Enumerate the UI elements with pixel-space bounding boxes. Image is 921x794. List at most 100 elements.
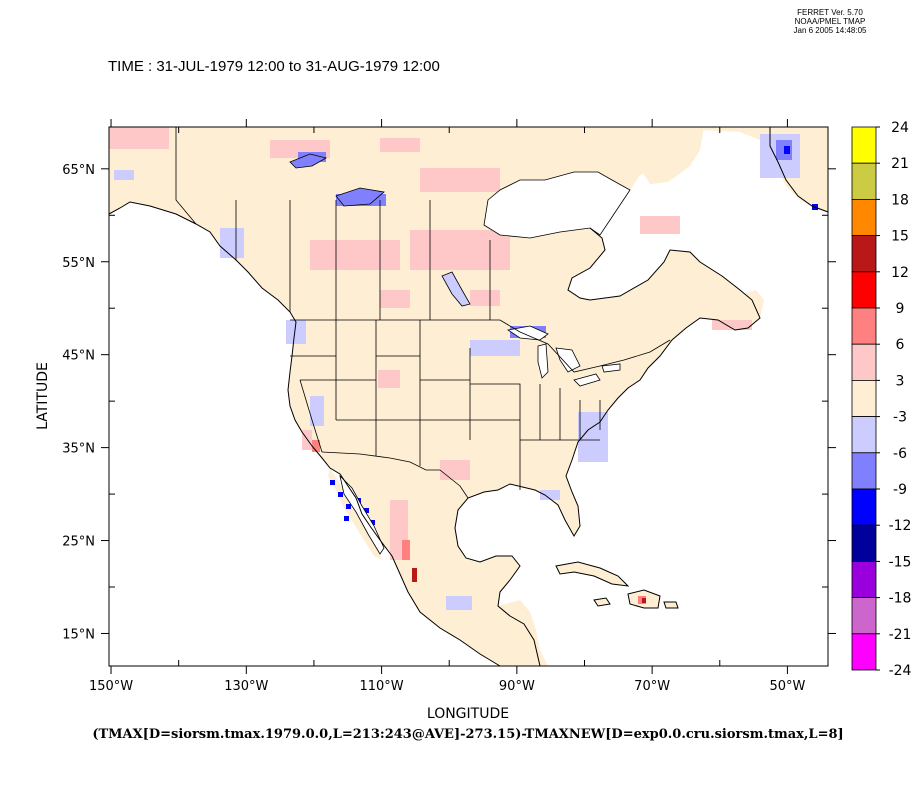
warm-patch bbox=[712, 320, 752, 330]
x-tick-label: 110°W bbox=[359, 679, 403, 694]
landmass-baja-california bbox=[328, 468, 382, 560]
landmass-baffin-island bbox=[630, 127, 704, 184]
colorbar-label: 24 bbox=[891, 120, 909, 136]
cool-patch bbox=[310, 396, 324, 426]
hot-spot bbox=[412, 568, 417, 582]
colorbar-label: 9 bbox=[896, 301, 905, 317]
colorbar-swatch bbox=[851, 307, 877, 345]
cool-patch bbox=[220, 228, 244, 258]
great-slave-lake bbox=[335, 187, 385, 207]
anomaly-patches bbox=[109, 127, 818, 610]
colorbar-label: -6 bbox=[893, 446, 907, 462]
y-tick-label: 55°N bbox=[62, 256, 95, 271]
warm-patch bbox=[302, 430, 312, 450]
y-tick-label: 25°N bbox=[62, 535, 95, 550]
lake-winnipeg bbox=[441, 271, 471, 307]
colorbar-swatch bbox=[851, 452, 877, 490]
political-boundaries bbox=[175, 127, 671, 499]
lake-huron bbox=[555, 347, 581, 373]
coastline bbox=[108, 201, 761, 667]
colorbar-swatch bbox=[851, 235, 877, 273]
colorbar-label: 15 bbox=[891, 229, 909, 245]
colorbar-label: 12 bbox=[891, 265, 909, 281]
colorbar-swatch bbox=[851, 416, 877, 454]
state-lines bbox=[290, 320, 601, 490]
cool-patch bbox=[446, 596, 472, 610]
landmass-cuba bbox=[556, 562, 628, 586]
warm-patch bbox=[380, 138, 420, 152]
canada-us-border bbox=[290, 319, 671, 373]
lake-erie bbox=[573, 373, 601, 387]
colorbar-swatch bbox=[851, 379, 877, 417]
x-tick-label: 90°W bbox=[499, 679, 535, 694]
colorbar-label: -21 bbox=[889, 627, 912, 643]
plot-frame bbox=[108, 126, 829, 667]
colorbar-label: 21 bbox=[891, 156, 909, 172]
colorbar-swatch bbox=[851, 488, 877, 526]
warm-patch bbox=[312, 440, 320, 452]
formula-label: (TMAX[D=siorsm.tmax.1979.0.0,L=213:243@A… bbox=[92, 727, 843, 742]
cold-spot bbox=[346, 504, 351, 509]
x-tick-label: 130°W bbox=[224, 679, 268, 694]
cold-spot bbox=[338, 492, 343, 497]
x-tick-label: 70°W bbox=[634, 679, 670, 694]
colorbar-swatch bbox=[851, 198, 877, 236]
colorbar-swatch bbox=[851, 162, 877, 200]
cold-spot bbox=[330, 480, 335, 485]
y-axis-title: LATITUDE bbox=[35, 362, 51, 430]
y-tick-label: 45°N bbox=[62, 349, 95, 364]
warm-patch bbox=[640, 216, 680, 234]
hot-spot-patches bbox=[412, 568, 646, 603]
axis-tick-labels: 150°W 130°W 110°W 90°W 70°W 50°W 65°N 55°N 45°N 3… bbox=[62, 163, 805, 694]
colorbar-label: -18 bbox=[889, 591, 912, 607]
warm-patch bbox=[420, 168, 500, 192]
axis-ticks bbox=[101, 119, 836, 674]
x-tick-label: 50°W bbox=[769, 679, 805, 694]
water-bodies bbox=[339, 171, 631, 555]
northern-lakes bbox=[289, 153, 471, 307]
colorbar-label: -15 bbox=[889, 554, 912, 570]
colorbar-swatch bbox=[851, 597, 877, 635]
alaska-border bbox=[175, 127, 197, 225]
colorbar-label: 3 bbox=[896, 373, 905, 389]
y-tick-label: 15°N bbox=[62, 627, 95, 642]
caribbean-coast bbox=[555, 561, 679, 609]
x-tick-label: 150°W bbox=[89, 679, 133, 694]
colorbar-swatch bbox=[851, 343, 877, 381]
land-field bbox=[109, 127, 828, 666]
x-axis-title: LONGITUDE bbox=[427, 706, 509, 722]
ferret-version-stamp: FERRET Ver. 5.70 NOAA/PMEL TMAP Jan 6 20… bbox=[770, 8, 890, 35]
cold-spot bbox=[344, 516, 349, 521]
lake-ontario bbox=[601, 363, 621, 373]
warm-patch bbox=[380, 290, 410, 308]
warm-patch bbox=[402, 540, 410, 560]
colorbar-label: -24 bbox=[889, 663, 912, 679]
warm-patch bbox=[310, 240, 400, 270]
version-line: Jan 6 2005 14:48:05 bbox=[793, 26, 867, 35]
cool-patch bbox=[540, 490, 560, 500]
colorbar-label: 18 bbox=[891, 192, 909, 208]
cold-spot bbox=[370, 520, 375, 525]
warm-patch bbox=[410, 230, 510, 270]
colorbar-label: -12 bbox=[889, 518, 912, 534]
warm-patch bbox=[440, 460, 470, 480]
colorbar-swatch bbox=[851, 524, 877, 562]
colorbar-swatch bbox=[851, 271, 877, 309]
lake-michigan bbox=[537, 343, 549, 379]
cold-spot bbox=[364, 508, 369, 513]
hudson-bay bbox=[483, 171, 631, 239]
colorbar-swatch bbox=[851, 561, 877, 599]
gulf-of-california bbox=[339, 474, 385, 555]
y-tick-label: 65°N bbox=[62, 163, 95, 178]
hot-spot bbox=[642, 598, 646, 603]
colorbar-label: 6 bbox=[896, 337, 905, 353]
version-line: NOAA/PMEL TMAP bbox=[794, 17, 866, 26]
lake-superior bbox=[506, 325, 549, 341]
warm-patch bbox=[378, 370, 400, 388]
cold-spot bbox=[784, 146, 790, 154]
cool-patch bbox=[114, 170, 134, 180]
time-range-title: TIME : 31-JUL-1979 12:00 to 31-AUG-1979 … bbox=[108, 58, 440, 75]
great-bear-lake bbox=[289, 153, 328, 169]
cool-patch bbox=[470, 340, 520, 356]
